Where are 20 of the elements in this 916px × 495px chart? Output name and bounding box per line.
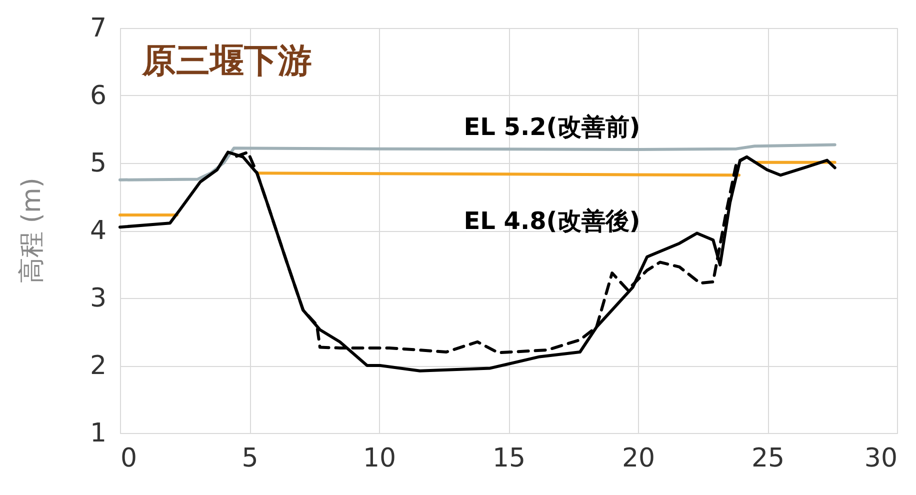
y-tick-label: 6	[90, 81, 106, 111]
chart-title: 原三堰下游	[141, 41, 312, 81]
x-tick-label: 20	[622, 444, 656, 474]
x-tick-label: 15	[492, 444, 526, 474]
y-tick-label: 7	[90, 14, 106, 44]
annotation: EL 5.2(改善前)	[464, 113, 640, 141]
x-tick-label: 0	[120, 444, 138, 474]
x-tick-label: 5	[242, 444, 258, 474]
line-series	[118, 143, 836, 182]
y-axis-title: 高程 (m)	[17, 178, 47, 284]
line-series	[118, 150, 836, 372]
annotation: EL 4.8(改善後)	[464, 207, 640, 235]
y-tick-label: 4	[90, 216, 106, 246]
y-tick-label: 5	[90, 148, 106, 178]
x-tick-label: 10	[362, 444, 396, 474]
y-tick-label: 3	[90, 284, 106, 314]
y-tick-label: 1	[90, 418, 106, 448]
x-tick-label: 30	[864, 444, 898, 474]
x-tick-label: 25	[751, 444, 785, 474]
y-tick-label: 2	[90, 351, 106, 381]
